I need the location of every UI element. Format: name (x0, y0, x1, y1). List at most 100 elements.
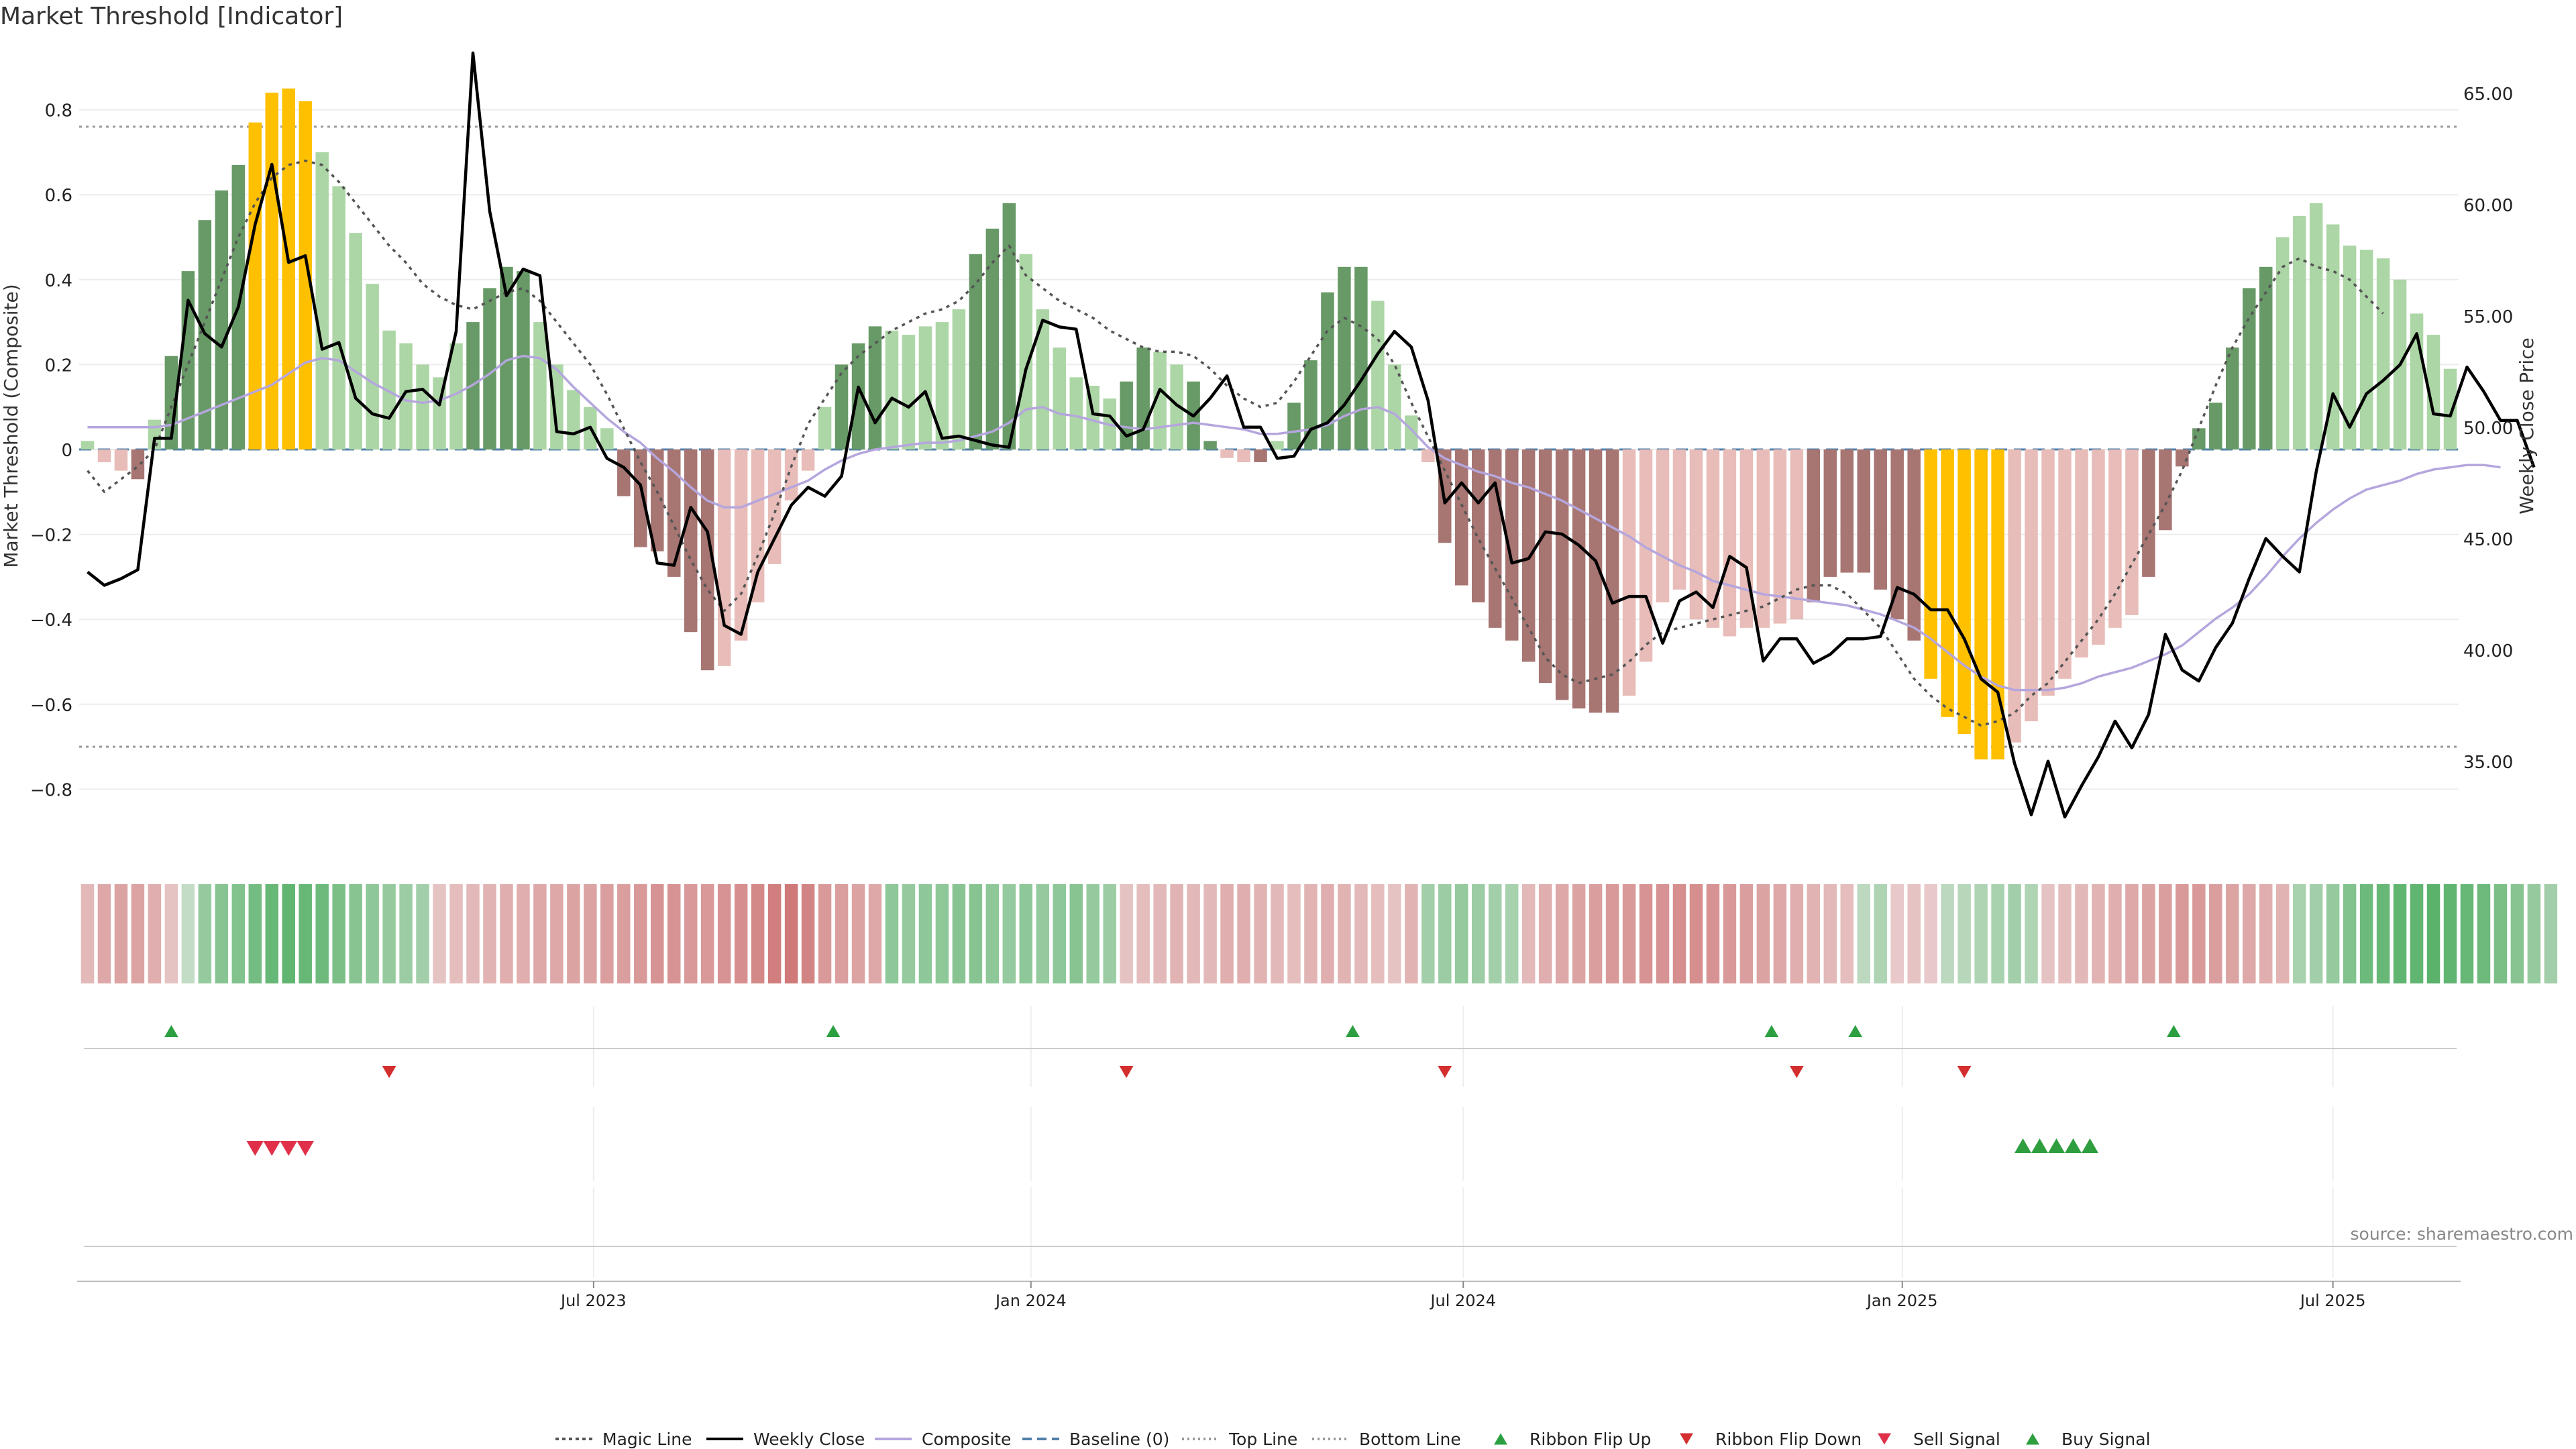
composite-bar (1807, 449, 1821, 602)
ribbon-cell (1120, 884, 1133, 983)
y-left-tick-label: −0.4 (30, 610, 72, 631)
composite-bar (181, 271, 195, 449)
composite-bar (1471, 449, 1485, 602)
composite-bar (2125, 449, 2139, 615)
composite-bar (717, 449, 731, 666)
legend-swatch (1494, 1433, 1507, 1445)
composite-bar (1455, 449, 1468, 586)
legend-item: Top Line (1182, 1430, 1297, 1449)
ribbon-cell (1069, 884, 1083, 983)
ribbon-cell (2025, 884, 2038, 983)
composite-bar (1254, 449, 1267, 462)
ribbon-cell (2176, 884, 2189, 983)
composite-bar (1639, 449, 1653, 662)
ribbon-cell (1639, 884, 1653, 983)
y-left-tick-label: 0.8 (45, 101, 72, 121)
ribbon-cell (1237, 884, 1250, 983)
legend-item: Composite (875, 1430, 1011, 1449)
legend-item: Weekly Close (706, 1430, 865, 1449)
ribbon-cell (533, 884, 547, 983)
ribbon-cell (1086, 884, 1099, 983)
ribbon-cell (1823, 884, 1837, 983)
ribbon-flip-up-marker (2167, 1025, 2181, 1037)
ribbon-cell (1605, 884, 1619, 983)
composite-bar (1840, 449, 1854, 573)
sell-signal-marker (297, 1141, 314, 1156)
right-axis-ticks: 65.00 60.00 55.00 50.00 45.00 40.00 35.00 (2463, 85, 2513, 773)
composite-bar (1991, 449, 2004, 760)
x-tick-label: Jan 2024 (994, 1291, 1067, 1310)
ribbon-cell (1153, 884, 1167, 983)
legend-item: Baseline (0) (1022, 1430, 1169, 1449)
ribbon-flip-down-marker (382, 1066, 396, 1078)
composite-bar (885, 330, 899, 449)
composite-bar (1605, 449, 1619, 713)
ribbon-cell (2376, 884, 2390, 983)
sell-signal-marker (280, 1141, 297, 1156)
composite-bar (282, 88, 295, 449)
ribbon-cell (2426, 884, 2440, 983)
y-right-tick-label: 60.00 (2463, 196, 2513, 216)
ribbon-cell (684, 884, 698, 983)
weekly-close-line (87, 51, 2536, 819)
ribbon-cell (885, 884, 899, 983)
composite-bar (1036, 309, 1050, 449)
y-axis-left-label: Market Threshold (Composite) (0, 284, 22, 568)
legend: Magic Line Weekly Close Composite Baseline … (555, 1430, 2151, 1449)
ribbon-flip-up-marker (826, 1025, 841, 1037)
ribbon-cell (231, 884, 246, 983)
ribbon-cell (215, 884, 229, 983)
legend-label: Weekly Close (753, 1430, 865, 1449)
ribbon-cell (2510, 884, 2524, 983)
composite-bar (2259, 266, 2273, 449)
ribbon-cell (382, 884, 396, 983)
ribbon-cell (416, 884, 429, 983)
ribbon-cell (1924, 884, 1937, 983)
ribbon-cell (1103, 884, 1116, 983)
ribbon-flip-up-marker (1848, 1025, 1863, 1037)
composite-bar (1890, 449, 1904, 620)
legend-label: Top Line (1228, 1430, 1297, 1449)
buy-signal-marker (2047, 1138, 2065, 1153)
composite-bar (784, 449, 798, 500)
composite-bar (634, 449, 647, 547)
ribbon-cell (1941, 884, 1954, 983)
ribbon-cell (80, 884, 95, 983)
ribbon-cell (349, 884, 362, 983)
composite-bar (1941, 449, 1954, 717)
composite-bar (517, 271, 530, 449)
composite-bar (985, 228, 1000, 449)
composite-bar (1572, 449, 1586, 709)
ribbon-cell (2142, 884, 2155, 983)
ribbon-cell (2343, 884, 2357, 983)
ribbon-cell (667, 884, 681, 983)
legend-item: Sell Signal (1878, 1430, 2000, 1449)
composite-bar (1388, 364, 1401, 449)
ribbon-cell (784, 884, 798, 983)
composite-bar (1723, 449, 1737, 637)
ribbon-cell (2275, 884, 2290, 983)
composite-bar (835, 364, 849, 449)
ribbon-cell (1271, 884, 1284, 983)
composite-bar (2309, 203, 2323, 449)
ribbon-cell (1706, 884, 1720, 983)
ribbon-cell (1672, 884, 1686, 983)
composite-bar (1019, 254, 1033, 449)
ribbon-cell (97, 884, 111, 983)
ribbon-cell (985, 884, 1000, 983)
ribbon-cell (466, 884, 480, 983)
ribbon-cell (181, 884, 195, 983)
composite-bar (215, 190, 229, 449)
composite-bar (500, 266, 513, 449)
ribbon-cell (1790, 884, 1804, 983)
y-left-tick-label: −0.8 (30, 780, 72, 800)
composite-bar (651, 449, 664, 551)
ribbon-cell (634, 884, 647, 983)
ribbon-cell (1170, 884, 1183, 983)
composite-bar (1354, 266, 1368, 449)
composite-bar (2326, 224, 2340, 449)
ribbon-cell (1338, 884, 1351, 983)
legend-swatch (2026, 1433, 2039, 1445)
ribbon-cell (935, 884, 949, 983)
